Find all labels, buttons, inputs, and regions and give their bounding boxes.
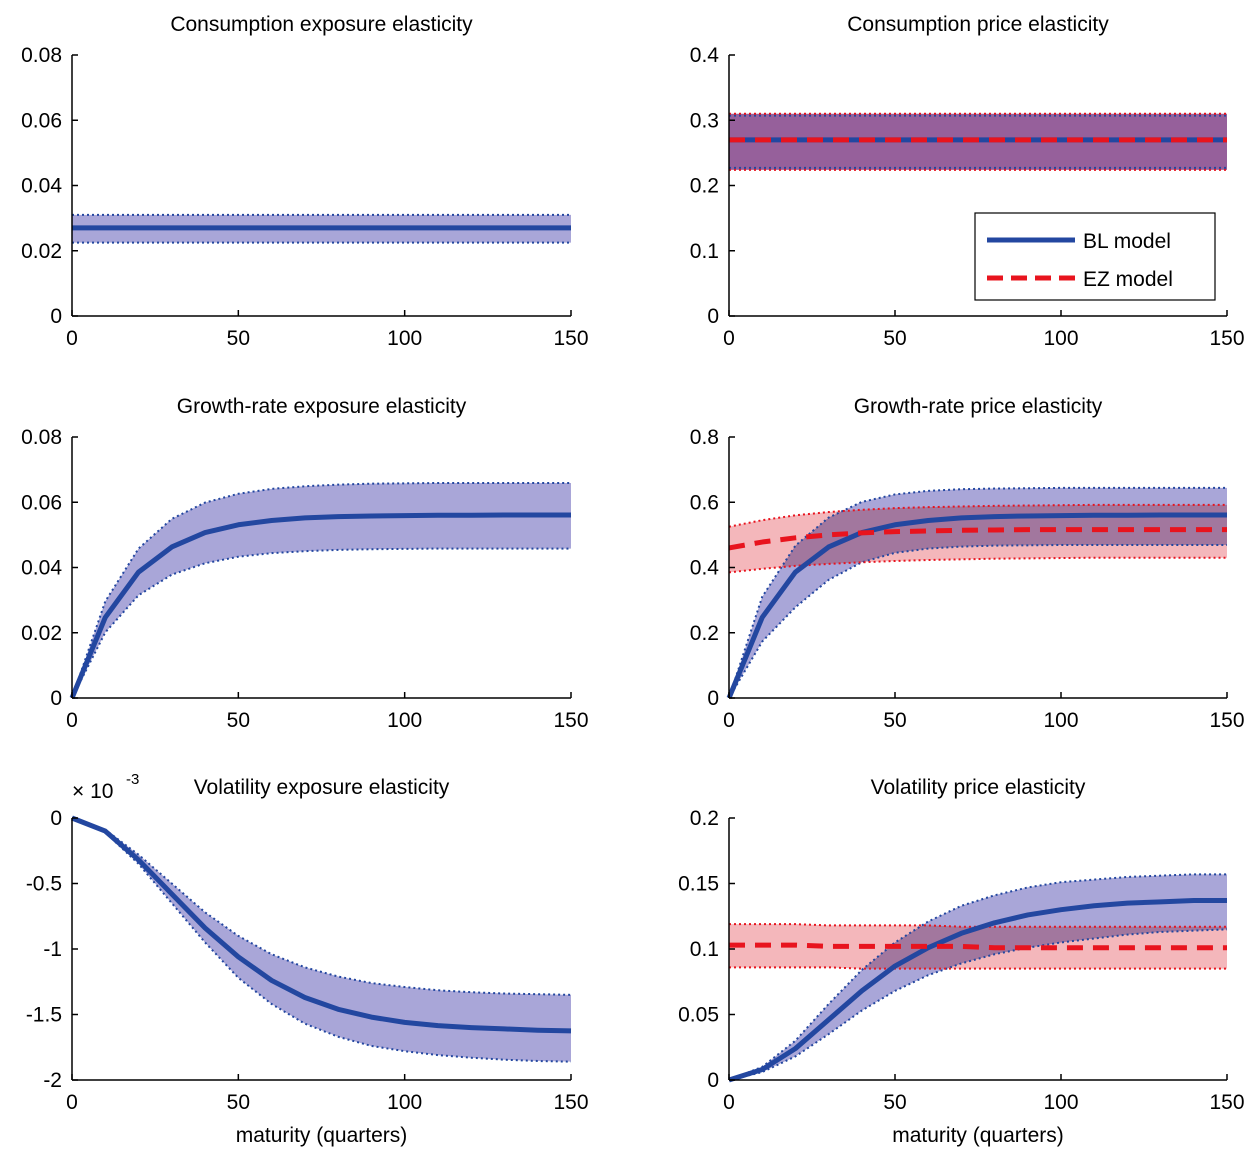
y-tick-label: 0 (707, 1069, 719, 1092)
y-tick-label: 0.04 (21, 175, 62, 198)
x-tick-label: 50 (227, 709, 250, 732)
x-tick-label: 150 (1209, 327, 1244, 350)
y-tick-label: 0.4 (690, 44, 720, 67)
x-tick-label: 100 (387, 327, 422, 350)
band-bl (72, 818, 571, 1062)
band-edge-bl-upper (71, 817, 572, 996)
x-tick-label: 150 (553, 709, 588, 732)
x-tick-label: 150 (553, 327, 588, 350)
legend: BL model EZ model (974, 212, 1216, 301)
y-tick-label: 0.3 (690, 109, 719, 132)
x-tick-label: 0 (723, 327, 735, 350)
y-tick-label: 0.2 (690, 175, 719, 198)
panel-1: 0 50 100 150 0 0.02 0.04 0.06 0.08 Consumption ex… (21, 13, 588, 350)
y-tick-label: 0.2 (690, 622, 719, 645)
y-tick-label: 0 (50, 305, 62, 328)
y-tick-label: 0.06 (21, 491, 62, 514)
x-axis-label: maturity (quarters) (236, 1124, 408, 1147)
panel-title: Consumption price elasticity (847, 13, 1109, 36)
exponent-label: × 10 (72, 780, 113, 803)
x-tick-label: 100 (387, 709, 422, 732)
series-line-bl (69, 512, 571, 699)
band-edge-bl-lower (728, 928, 1228, 1081)
y-tick-label: 0 (707, 687, 719, 710)
x-tick-label: 50 (883, 1091, 906, 1114)
y-tick-label: -1 (43, 938, 62, 961)
y-tick-label: 0.15 (678, 873, 719, 896)
series-line-ez (729, 942, 1227, 951)
y-tick-label: 0.08 (21, 44, 62, 67)
x-tick-label: 100 (387, 1091, 422, 1114)
exponent-power: -3 (126, 771, 139, 788)
legend-box (974, 212, 1216, 301)
y-tick-label: 0.1 (690, 938, 719, 961)
x-tick-label: 0 (723, 1091, 735, 1114)
band-ez (729, 504, 1227, 573)
band-edge-ez-lower (728, 556, 1227, 574)
band-edge-ez-upper (729, 923, 1227, 928)
x-tick-label: 50 (227, 1091, 250, 1114)
y-tick-label: 0.1 (690, 240, 719, 263)
x-tick-label: 50 (883, 327, 906, 350)
panel-title: Volatility exposure elasticity (194, 776, 450, 799)
band-edge-bl-upper (728, 873, 1227, 1081)
x-tick-label: 150 (1209, 1091, 1244, 1114)
y-tick-label: -1.5 (26, 1004, 62, 1027)
band-edge-ez-upper (728, 503, 1227, 528)
band-edge-bl-lower (71, 547, 571, 699)
y-tick-label: -2 (43, 1069, 62, 1092)
legend-label: EZ model (1083, 268, 1173, 291)
panel-3: 0 50 100 150 0 0.02 0.04 0.06 0.08 Growth-rate ex… (21, 395, 588, 732)
y-tick-label: 0.2 (690, 807, 719, 830)
y-tick-label: 0.6 (690, 491, 719, 514)
y-tick-label: 0.4 (690, 557, 720, 580)
band-bl (729, 874, 1227, 1080)
x-tick-label: 50 (883, 709, 906, 732)
panel-title: Volatility price elasticity (871, 776, 1086, 799)
y-tick-label: 0.05 (678, 1004, 719, 1027)
x-tick-label: 0 (66, 709, 78, 732)
band-edge-bl-upper (71, 482, 571, 699)
y-tick-label: 0 (50, 687, 62, 710)
x-tick-label: 150 (1209, 709, 1244, 732)
x-tick-label: 100 (1043, 709, 1078, 732)
x-axis-label: maturity (quarters) (892, 1124, 1064, 1147)
panel-2: 0 50 100 150 0 0.1 0.2 0.3 0.4 Consumption price … (690, 13, 1245, 350)
y-tick-label: 0.02 (21, 622, 62, 645)
panel-title: Consumption exposure elasticity (170, 13, 473, 36)
y-tick-label: 0 (707, 305, 719, 328)
y-tick-label: 0 (50, 807, 62, 830)
panel-title: Growth-rate price elasticity (854, 395, 1103, 418)
x-tick-label: 100 (1043, 1091, 1078, 1114)
legend-label: BL model (1083, 230, 1171, 253)
band-edge-bl-lower (728, 543, 1227, 699)
y-tick-label: -0.5 (26, 873, 62, 896)
series-line-bl (71, 815, 572, 1034)
series-line-ez (728, 527, 1227, 551)
y-tick-label: 0.02 (21, 240, 62, 263)
band-edge-bl-upper (728, 486, 1227, 699)
panel-6: 0 50 100 150 0 0.05 0.1 0.15 0.2 Volatility price… (678, 776, 1244, 1147)
series-line-bl (728, 898, 1227, 1083)
panel-5: 0 50 100 150 -2 -1.5 -1 -0.5 0 Volatility exposur… (26, 771, 589, 1147)
x-tick-label: 0 (723, 709, 735, 732)
band-edge-ez-lower (729, 966, 1227, 970)
x-tick-label: 150 (553, 1091, 588, 1114)
y-tick-label: 0.04 (21, 557, 62, 580)
x-tick-label: 0 (66, 1091, 78, 1114)
x-tick-label: 100 (1043, 327, 1078, 350)
y-tick-label: 0.08 (21, 426, 62, 449)
panel-4: 0 50 100 150 0 0.2 0.4 0.6 0.8 Growth-rate price … (690, 395, 1245, 732)
series-line-bl (726, 512, 1227, 699)
y-tick-label: 0.8 (690, 426, 719, 449)
x-tick-label: 0 (66, 327, 78, 350)
x-tick-label: 50 (227, 327, 250, 350)
panel-title: Growth-rate exposure elasticity (177, 395, 467, 418)
y-tick-label: 0.06 (21, 109, 62, 132)
